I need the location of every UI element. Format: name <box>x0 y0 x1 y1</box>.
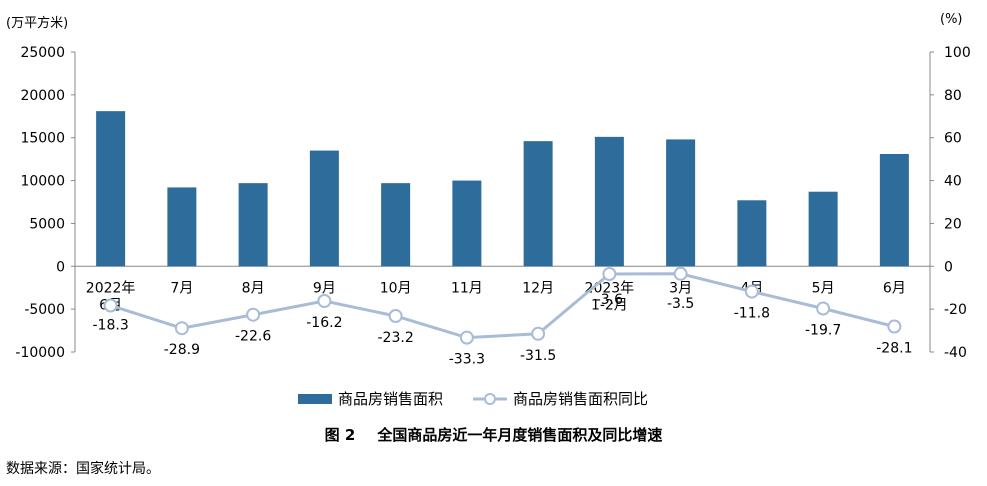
yoy-point <box>174 321 189 336</box>
source-note: 数据来源：国家统计局。 <box>6 461 160 477</box>
legend-line-label: 商品房销售面积同比 <box>513 390 649 408</box>
bar <box>96 111 126 267</box>
yoy-data-label: -19.7 <box>805 323 841 339</box>
right-tick-label: -20 <box>944 302 967 318</box>
bar <box>879 154 909 267</box>
left-tick-label: -5000 <box>24 302 65 318</box>
left-tick-label: 25000 <box>20 45 65 61</box>
left-tick-label: 0 <box>56 259 65 275</box>
yoy-data-label: -22.6 <box>235 329 271 345</box>
yoy-point <box>388 309 403 323</box>
x-tick-label: 2022年 <box>86 280 136 296</box>
x-tick-label: 5月 <box>812 280 835 296</box>
yoy-data-label: -28.9 <box>164 342 200 358</box>
bar <box>666 139 696 267</box>
x-tick-label: 1-2月 <box>591 297 628 313</box>
x-tick-label: 3月 <box>669 280 692 296</box>
yoy-point <box>673 266 688 281</box>
yoy-data-label: -11.8 <box>734 306 770 322</box>
x-tick-label: 9月 <box>313 280 336 296</box>
figure-number: 图 2 <box>324 426 356 444</box>
yoy-data-label: -33.3 <box>449 352 485 368</box>
right-axis-unit: (%) <box>940 12 963 27</box>
figure-caption: 图 2 全国商品房近一年月度销售面积及同比增速 <box>0 424 987 445</box>
x-tick-label: 12月 <box>522 280 554 296</box>
left-tick-label: 5000 <box>29 216 65 232</box>
right-tick-label: 60 <box>944 131 962 147</box>
right-tick-label: 0 <box>944 259 953 275</box>
x-tick-label: 10月 <box>380 280 412 296</box>
bar <box>737 200 767 267</box>
bar <box>594 136 624 267</box>
legend-bar-label: 商品房销售面积 <box>338 390 444 408</box>
right-tick-label: 80 <box>944 88 962 104</box>
bar <box>523 141 553 267</box>
left-tick-label: 15000 <box>20 131 65 147</box>
right-tick-label: 40 <box>944 174 962 190</box>
yoy-point <box>602 267 617 281</box>
yoy-point <box>816 301 831 316</box>
yoy-data-label: -3.5 <box>667 296 694 312</box>
bar <box>309 150 339 267</box>
yoy-data-label: -3.6 <box>596 292 623 308</box>
yoy-point <box>744 284 759 299</box>
left-tick-label: 20000 <box>20 88 65 104</box>
yoy-point <box>246 307 261 322</box>
yoy-data-label: -31.5 <box>520 348 556 364</box>
x-tick-label: 7月 <box>170 280 193 296</box>
yoy-point <box>531 326 546 341</box>
yoy-data-label: -18.3 <box>93 318 129 334</box>
right-tick-label: 20 <box>944 216 962 232</box>
bar <box>808 191 838 267</box>
bar <box>167 187 197 267</box>
x-tick-label: 8月 <box>242 280 265 296</box>
x-tick-label: 11月 <box>451 280 483 296</box>
bar <box>238 183 268 267</box>
yoy-data-label: -16.2 <box>306 315 342 331</box>
legend: 商品房销售面积 商品房销售面积同比 <box>298 388 648 409</box>
yoy-line <box>110 272 895 340</box>
left-axis-unit: (万平方米) <box>6 16 69 31</box>
right-tick-label: 100 <box>944 45 971 61</box>
right-tick-label: -40 <box>944 345 967 361</box>
yoy-data-label: -28.1 <box>876 341 912 357</box>
yoy-point <box>459 330 474 345</box>
left-tick-label: 10000 <box>20 174 65 190</box>
yoy-point <box>317 294 332 308</box>
yoy-data-label: -23.2 <box>378 330 414 346</box>
left-tick-label: -10000 <box>15 345 65 361</box>
bar <box>452 180 482 267</box>
yoy-point <box>103 298 118 313</box>
bar <box>381 183 411 267</box>
yoy-point <box>887 319 902 334</box>
x-tick-label: 6月 <box>883 280 906 296</box>
figure-title: 全国商品房近一年月度销售面积及同比增速 <box>377 426 663 444</box>
legend-bar-swatch <box>298 393 332 404</box>
legend-line-swatch <box>473 392 508 405</box>
